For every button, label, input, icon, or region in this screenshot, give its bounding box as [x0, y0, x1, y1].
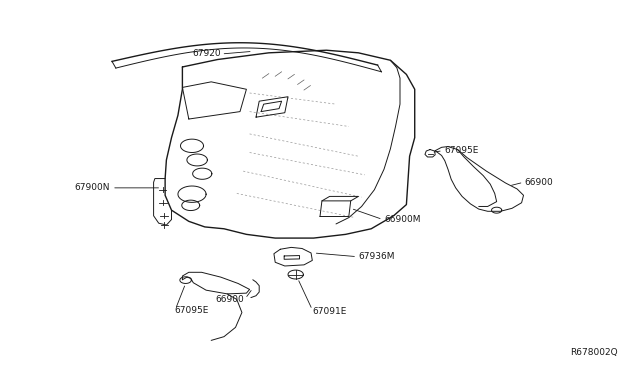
Text: 66900M: 66900M: [384, 215, 420, 224]
Text: 67900N: 67900N: [75, 183, 110, 192]
Text: 67091E: 67091E: [312, 307, 347, 316]
Text: 66900: 66900: [216, 295, 244, 304]
Text: 67936M: 67936M: [358, 252, 395, 261]
Text: 67095E: 67095E: [174, 306, 209, 315]
Text: 67920: 67920: [192, 49, 221, 58]
Text: 67095E: 67095E: [445, 146, 479, 155]
Text: 66900: 66900: [525, 178, 554, 187]
Text: R678002Q: R678002Q: [570, 348, 618, 357]
